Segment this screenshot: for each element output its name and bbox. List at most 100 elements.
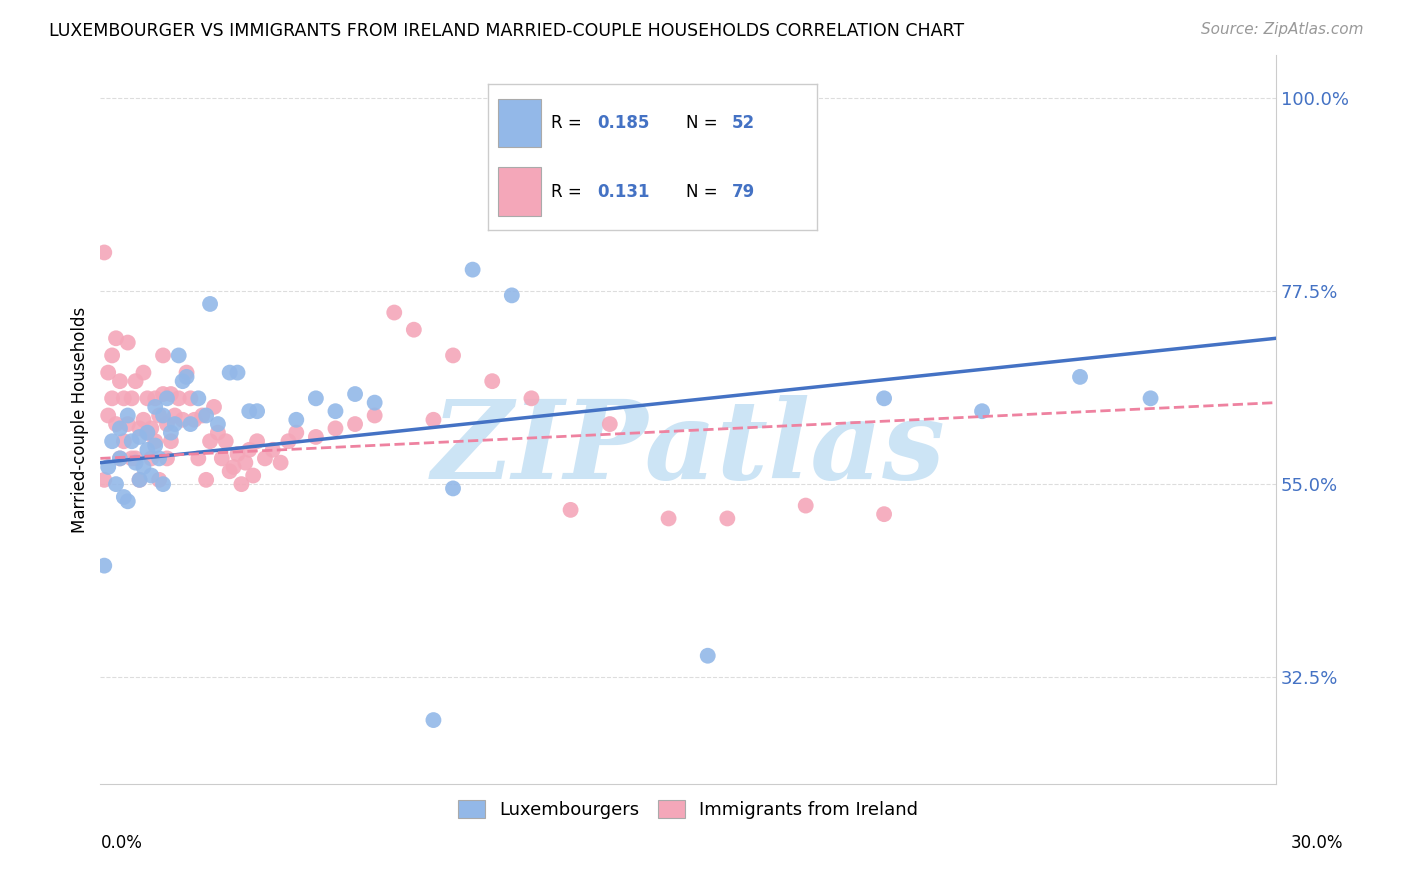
Point <box>108 374 131 388</box>
Point <box>93 245 115 260</box>
Point <box>873 392 896 406</box>
Point <box>344 387 367 401</box>
Point <box>117 417 139 431</box>
Point <box>148 451 170 466</box>
Point <box>253 451 276 466</box>
Point <box>112 434 135 449</box>
Text: 0.0%: 0.0% <box>101 834 143 852</box>
Point <box>658 511 681 525</box>
Point <box>143 438 166 452</box>
Point <box>117 335 139 350</box>
Point <box>238 404 260 418</box>
Point <box>179 417 201 431</box>
Point <box>246 404 269 418</box>
Point <box>101 434 124 449</box>
Point <box>716 511 738 525</box>
Point <box>207 417 229 431</box>
Point <box>152 387 174 401</box>
Point <box>121 392 143 406</box>
Point <box>441 482 464 496</box>
Point <box>344 417 367 431</box>
Point <box>218 464 240 478</box>
Point <box>141 421 163 435</box>
Point <box>108 421 131 435</box>
Point <box>97 366 120 380</box>
Point <box>121 434 143 449</box>
Point <box>560 503 582 517</box>
Point <box>128 473 150 487</box>
Point <box>422 413 444 427</box>
Point <box>382 305 405 319</box>
Point <box>136 425 159 440</box>
Point <box>124 451 146 466</box>
Point <box>402 323 425 337</box>
Point <box>132 366 155 380</box>
Point <box>277 434 299 449</box>
Point <box>128 473 150 487</box>
Point <box>215 434 238 449</box>
Point <box>108 451 131 466</box>
Text: Source: ZipAtlas.com: Source: ZipAtlas.com <box>1201 22 1364 37</box>
Point <box>520 392 543 406</box>
Point <box>167 348 190 362</box>
Point <box>156 417 179 431</box>
Point <box>305 392 328 406</box>
Point <box>136 442 159 457</box>
Point <box>226 447 249 461</box>
Point <box>93 558 115 573</box>
Point <box>167 392 190 406</box>
Point <box>143 400 166 414</box>
Point <box>270 456 292 470</box>
Point <box>211 451 233 466</box>
Point <box>132 413 155 427</box>
Point <box>183 413 205 427</box>
Point <box>156 451 179 466</box>
Point <box>246 434 269 449</box>
Y-axis label: Married-couple Households: Married-couple Households <box>72 307 89 533</box>
Point <box>160 434 183 449</box>
Point <box>105 477 128 491</box>
Point <box>176 370 198 384</box>
Point <box>195 409 218 423</box>
Text: LUXEMBOURGER VS IMMIGRANTS FROM IRELAND MARRIED-COUPLE HOUSEHOLDS CORRELATION CH: LUXEMBOURGER VS IMMIGRANTS FROM IRELAND … <box>49 22 965 40</box>
Point <box>172 413 194 427</box>
Point <box>970 404 993 418</box>
Point <box>305 430 328 444</box>
Point <box>794 499 817 513</box>
Point <box>441 348 464 362</box>
Point <box>599 151 621 165</box>
Text: 30.0%: 30.0% <box>1291 834 1343 852</box>
Point <box>128 421 150 435</box>
Point <box>172 374 194 388</box>
Point <box>226 366 249 380</box>
Point <box>218 366 240 380</box>
Point <box>152 409 174 423</box>
Point <box>696 648 718 663</box>
Point <box>163 417 186 431</box>
Point <box>152 477 174 491</box>
Point <box>160 387 183 401</box>
Point <box>97 460 120 475</box>
Point <box>136 392 159 406</box>
Point <box>108 451 131 466</box>
Point <box>422 713 444 727</box>
Point <box>97 409 120 423</box>
Point <box>325 421 347 435</box>
Point <box>124 456 146 470</box>
Point <box>481 374 503 388</box>
Point <box>112 490 135 504</box>
Point <box>105 331 128 345</box>
Point <box>93 473 115 487</box>
Point <box>501 288 523 302</box>
Point <box>128 430 150 444</box>
Point <box>101 392 124 406</box>
Point <box>363 395 385 409</box>
Point <box>363 409 385 423</box>
Point <box>143 392 166 406</box>
Point <box>179 392 201 406</box>
Point <box>233 456 256 470</box>
Point <box>242 468 264 483</box>
Point <box>198 297 221 311</box>
Point <box>207 425 229 440</box>
Point <box>112 392 135 406</box>
